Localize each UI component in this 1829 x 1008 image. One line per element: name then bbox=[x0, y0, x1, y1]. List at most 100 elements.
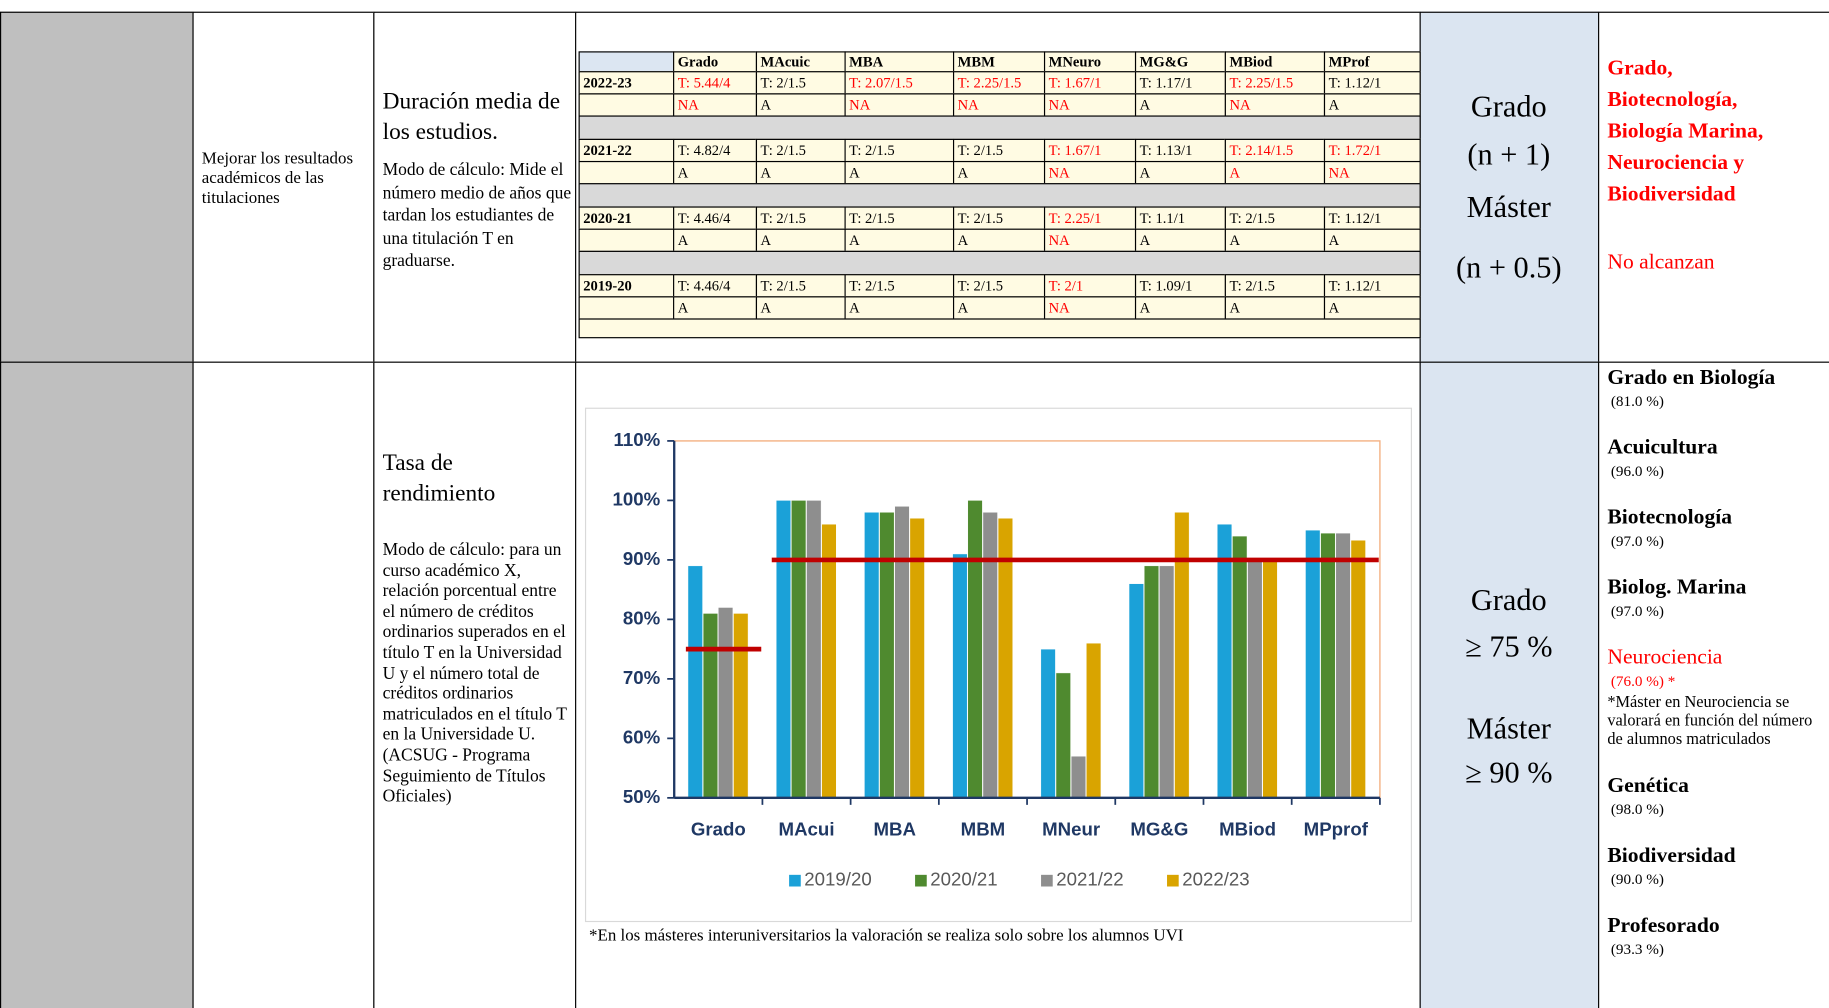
duration-value: T: 5.44/4 bbox=[673, 71, 758, 95]
duration-value: T: 1.72/1 bbox=[1323, 138, 1421, 163]
spacer-row bbox=[578, 115, 1421, 140]
table-cell bbox=[0, 11, 194, 363]
duration-value: T: 1.12/1 bbox=[1323, 274, 1421, 298]
spacer-row bbox=[578, 318, 1421, 339]
bar bbox=[1232, 535, 1248, 799]
outcome-value: (96.0 %) bbox=[1610, 461, 1664, 480]
legend-label: 2022/23 bbox=[1182, 869, 1249, 890]
duration-value: T: 1.67/1 bbox=[1043, 71, 1137, 95]
bar bbox=[687, 565, 703, 799]
x-tick-label: MAcui bbox=[779, 818, 835, 839]
x-tick-label: Grado bbox=[691, 818, 746, 839]
bar bbox=[821, 523, 837, 799]
outcome-value: (81.0 %) bbox=[1610, 391, 1664, 410]
indicator-description: Modo de cálculo: para un curso académico… bbox=[382, 541, 567, 807]
outcome-item: Profesorado (93.3 %) bbox=[1607, 913, 1826, 960]
y-tick-label: 60% bbox=[623, 726, 661, 747]
target-text: (n + 0.5) bbox=[1456, 250, 1562, 285]
outcome-name: Acuicultura bbox=[1607, 436, 1718, 460]
target-text: Máster bbox=[1466, 190, 1551, 224]
target-text: (n + 1) bbox=[1467, 137, 1551, 172]
duration-value: T: 2.07/1.5 bbox=[844, 71, 955, 95]
y-tick-label: 90% bbox=[623, 548, 661, 569]
bar bbox=[1305, 529, 1321, 799]
table-cell bbox=[1419, 361, 1600, 1008]
duration-value: T: 4.46/4 bbox=[673, 206, 758, 230]
target-text: Grado bbox=[1470, 89, 1547, 124]
outcome-footnote: *Máster en Neurociencia se valorará en f… bbox=[1607, 694, 1813, 749]
year-label: 2021-22 bbox=[578, 138, 675, 163]
table-cell bbox=[0, 361, 194, 1008]
bar bbox=[1350, 540, 1366, 799]
legend-swatch bbox=[789, 874, 801, 887]
year-label: 2019-20 bbox=[578, 274, 675, 298]
x-tick-label: MBA bbox=[873, 818, 916, 839]
bar bbox=[967, 500, 983, 799]
outcome-value: (76.0 %) * bbox=[1610, 671, 1676, 690]
table-cell bbox=[1598, 11, 1829, 363]
target-text: ≥ 75 % bbox=[1465, 629, 1553, 664]
duration-value: T: 1.13/1 bbox=[1134, 138, 1226, 163]
bar bbox=[1174, 512, 1190, 799]
indicator-description: Modo de cálculo: Mide el número medio de… bbox=[382, 160, 572, 271]
x-tick-label: MBM bbox=[961, 818, 1006, 839]
duration-value: T: 2/1.5 bbox=[844, 138, 955, 163]
bar bbox=[952, 553, 968, 799]
duration-value: T: 2.14/1.5 bbox=[1224, 138, 1326, 163]
bar bbox=[806, 500, 822, 799]
bar bbox=[1040, 648, 1056, 799]
target-text: Grado bbox=[1470, 583, 1547, 618]
bar bbox=[718, 607, 734, 799]
y-tick-label: 50% bbox=[623, 786, 661, 807]
legend-label: 2020/21 bbox=[930, 869, 997, 890]
duration-value: T: 2/1.5 bbox=[755, 274, 846, 298]
x-tick-label: MPprof bbox=[1304, 818, 1369, 839]
bar bbox=[1262, 559, 1278, 799]
outcome-name: Biolog. Marina bbox=[1607, 576, 1747, 600]
outcome-note: No alcanzan bbox=[1607, 250, 1715, 275]
table-cell bbox=[1598, 361, 1829, 1008]
outcome-name: Genética bbox=[1607, 774, 1689, 798]
outcome-value: (90.0 %) bbox=[1610, 870, 1664, 888]
outcome-name: Neurociencia bbox=[1607, 646, 1723, 670]
bar bbox=[1159, 565, 1175, 799]
duration-value: T: 2.25/1.5 bbox=[952, 71, 1046, 95]
indicator-title: Tasa de rendimiento bbox=[382, 450, 496, 507]
bar bbox=[733, 613, 749, 799]
outcome-value: (97.0 %) bbox=[1610, 531, 1664, 550]
bar bbox=[1143, 565, 1160, 799]
duration-status: NA bbox=[673, 93, 758, 117]
outcome-item: Grado en Biología (81.0 %) bbox=[1607, 365, 1826, 412]
target-text: ≥ 90 % bbox=[1465, 755, 1553, 790]
outcome-name: Grado en Biología bbox=[1607, 366, 1776, 390]
x-tick-label: MG&G bbox=[1130, 818, 1188, 839]
outcome-item: Neurociencia (76.0 %) * *Máster en Neuroci… bbox=[1607, 645, 1826, 750]
legend-swatch bbox=[915, 874, 927, 887]
legend-swatch bbox=[1041, 874, 1053, 887]
duration-value: T: 2/1 bbox=[1043, 274, 1137, 298]
outcome-list: Grado en Biología (81.0 %) Acuicultura (96.… bbox=[1607, 365, 1826, 1007]
table-cell bbox=[373, 361, 577, 1008]
legend-label: 2021/22 bbox=[1056, 869, 1123, 890]
column-header: MAcuic bbox=[755, 51, 846, 73]
legend-label: 2019/20 bbox=[804, 869, 871, 890]
bar bbox=[1055, 672, 1071, 799]
outcome-item: Genética (98.0 %) bbox=[1607, 773, 1826, 820]
outcome-item: Biodiversidad (90.0 %) bbox=[1607, 843, 1826, 890]
outcome-item: Biotecnología (97.0 %) bbox=[1607, 505, 1826, 552]
target-text: Máster bbox=[1466, 711, 1551, 746]
bar bbox=[1128, 583, 1144, 799]
outcome-name: Profesorado bbox=[1607, 914, 1720, 938]
outcome-item: Acuicultura (96.0 %) bbox=[1607, 435, 1826, 482]
table-cell bbox=[192, 11, 375, 363]
duration-value: T: 2/1.5 bbox=[755, 138, 846, 163]
y-tick-label: 100% bbox=[612, 488, 660, 509]
spacer-row bbox=[578, 183, 1421, 208]
y-tick-label: 70% bbox=[623, 667, 661, 688]
outcome-item: Biolog. Marina (97.0 %) bbox=[1607, 575, 1826, 622]
indicator-title: Duración media de los estudios. bbox=[382, 88, 561, 145]
bar bbox=[775, 500, 792, 799]
